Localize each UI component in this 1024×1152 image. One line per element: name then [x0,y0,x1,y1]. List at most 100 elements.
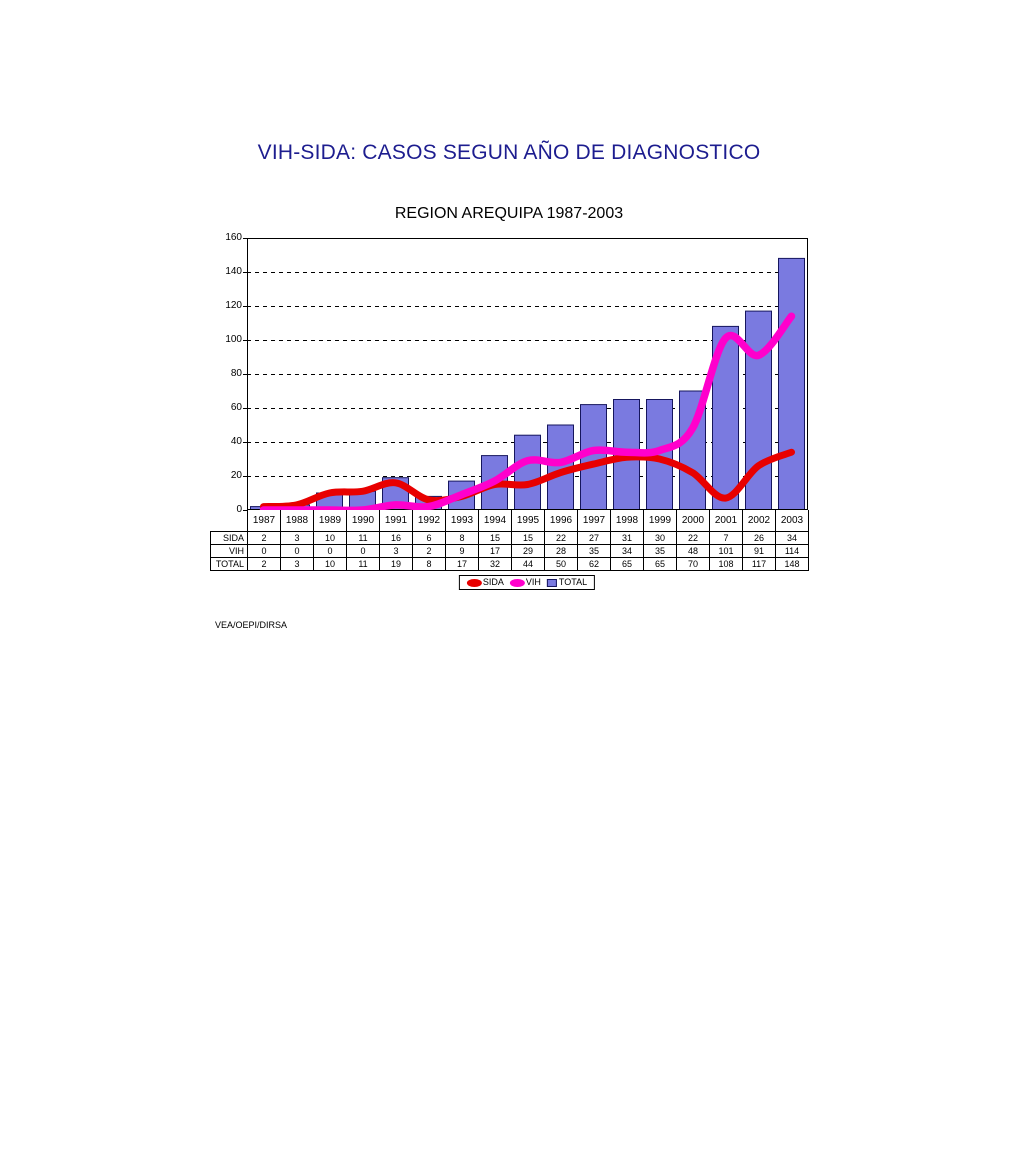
year-cell: 2000 [676,510,710,532]
value-cell: 27 [577,531,611,545]
plot-svg [243,238,808,515]
value-cell: 2 [247,557,281,571]
vih-line-swatch-icon [509,578,525,587]
year-cell: 1987 [247,510,281,532]
value-cell: 30 [643,531,677,545]
value-cell: 26 [742,531,776,545]
value-cell: 31 [610,531,644,545]
chart-title: VIH-SIDA: CASOS SEGUN AÑO DE DIAGNOSTICO [257,141,761,164]
y-axis-tick-label: 140 [225,266,242,277]
table-row-total: TOTAL 2 3 10 11 19 8 17 32 44 50 62 65 65 70 108 117 148 [210,557,809,571]
value-cell: 91 [742,544,776,558]
value-cell: 6 [412,531,446,545]
legend-label: SIDA [482,577,504,587]
value-cell: 17 [478,544,512,558]
legend: SIDA VIH TOTAL [458,575,596,590]
value-cell: 16 [379,531,413,545]
y-axis-tick-label: 100 [225,334,242,345]
data-table: 1987 1988 1989 1990 1991 1992 1993 1994 1995 1996… [210,510,809,571]
value-cell: 15 [478,531,512,545]
value-cell: 48 [676,544,710,558]
y-axis-tick-label: 80 [230,368,242,379]
table-row-years: 1987 1988 1989 1990 1991 1992 1993 1994 1995 1996… [211,510,809,532]
value-cell: 0 [313,544,347,558]
total-square-swatch-icon [546,578,557,587]
value-cell: 44 [511,557,545,571]
value-cell: 9 [445,544,479,558]
plot-frame [247,238,808,510]
value-cell: 22 [676,531,710,545]
value-cell: 11 [346,557,380,571]
value-cell: 35 [643,544,677,558]
value-cell: 70 [676,557,710,571]
y-axis-tick-label: 40 [230,436,242,447]
year-cell: 1999 [643,510,677,532]
year-cell: 2001 [709,510,743,532]
year-cell: 1995 [511,510,545,532]
value-cell: 29 [511,544,545,558]
year-cell: 2003 [775,510,809,532]
bar-total [580,404,607,511]
value-cell: 34 [775,531,809,545]
table-corner-cell [211,510,248,532]
year-cell: 2002 [742,510,776,532]
value-cell: 0 [247,544,281,558]
legend-item-total: TOTAL [546,577,588,588]
row-label: TOTAL [210,557,248,571]
bar-total [514,434,541,511]
legend-label: VIH [525,577,541,587]
value-cell: 62 [577,557,611,571]
year-cell: 1991 [379,510,413,532]
value-cell: 0 [346,544,380,558]
value-cell: 10 [313,531,347,545]
value-cell: 114 [775,544,809,558]
bar-total [778,257,805,511]
y-axis-tick-label: 160 [225,232,242,243]
table-row-vih: VIH 0 0 0 0 3 2 9 17 29 28 35 34 35 48 101 91 114 [210,544,809,558]
y-axis-tick-label: 60 [230,402,242,413]
year-cell: 1992 [412,510,446,532]
value-cell: 32 [478,557,512,571]
chart: 0 20 40 60 80 100 120 140 160 1987 1988 1989 1990 19… [210,233,809,598]
value-cell: 7 [709,531,743,545]
year-cell: 1988 [280,510,314,532]
plot-area [243,238,808,515]
y-axis-tick-label: 0 [236,504,242,515]
y-axis-tick-label: 120 [225,300,242,311]
value-cell: 101 [709,544,743,558]
value-cell: 65 [643,557,677,571]
value-cell: 2 [247,531,281,545]
value-cell: 10 [313,557,347,571]
table-row-sida: SIDA 2 3 10 11 16 6 8 15 15 22 27 31 30 22 7 26 34 [210,531,809,545]
year-cell: 1996 [544,510,578,532]
value-cell: 148 [775,557,809,571]
year-cell: 1994 [478,510,512,532]
value-cell: 8 [445,531,479,545]
value-cell: 19 [379,557,413,571]
value-cell: 50 [544,557,578,571]
value-cell: 28 [544,544,578,558]
year-cell: 1993 [445,510,479,532]
value-cell: 11 [346,531,380,545]
legend-item-vih: VIH [509,577,541,588]
value-cell: 3 [379,544,413,558]
value-cell: 65 [610,557,644,571]
chart-subtitle: REGION AREQUIPA 1987-2003 [394,205,624,222]
row-label: VIH [210,544,248,558]
value-cell: 0 [280,544,314,558]
year-cell: 1998 [610,510,644,532]
value-cell: 8 [412,557,446,571]
legend-label: TOTAL [558,577,588,587]
value-cell: 17 [445,557,479,571]
legend-item-sida: SIDA [466,577,504,588]
value-cell: 3 [280,531,314,545]
sida-line-swatch-icon [466,578,482,587]
year-cell: 1990 [346,510,380,532]
value-cell: 15 [511,531,545,545]
year-cell: 1989 [313,510,347,532]
y-axis-tick-label: 20 [230,470,242,481]
bars-group [250,257,805,511]
value-cell: 34 [610,544,644,558]
value-cell: 22 [544,531,578,545]
